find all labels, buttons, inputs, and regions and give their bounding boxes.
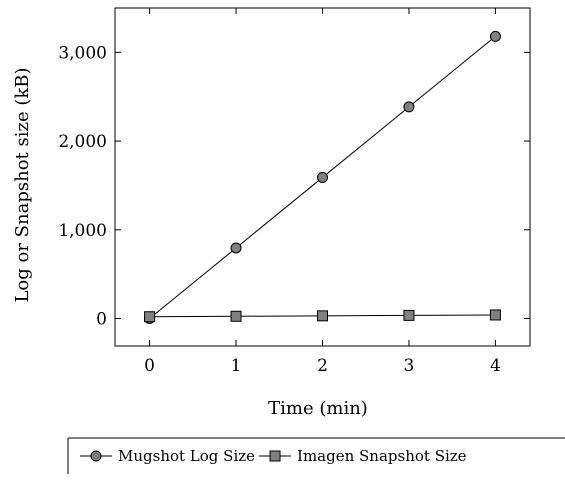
y-tick-label: 1,000 [58,221,107,241]
imagen-snapshot-point [144,311,156,323]
x-tick-label: 2 [317,356,328,376]
y-axis-title: Log or Snapshot size (kB) [12,67,33,302]
imagen-snapshot-point [230,310,242,322]
x-tick-label: 0 [144,356,155,376]
legend-imagen-snapshot-label: Imagen Snapshot Size [297,447,467,465]
mugshot-log-point [317,171,328,183]
imagen-snapshot-point [489,309,501,321]
legend-imagen-snapshot-marker [269,450,281,462]
imagen-snapshot-point [317,310,328,322]
x-tick-label: 1 [231,356,242,376]
y-tick-label: 3,000 [58,43,107,63]
plot-layer: 0 1 2 3 4 0 1,000 2,000 3,000 [58,7,531,376]
y-tick-label: 0 [96,309,107,329]
legend: Mugshot Log Size Imagen Snapshot Size [67,437,565,474]
y-tick-label: 2,000 [58,132,107,152]
x-axis-title: Time (min) [268,398,368,419]
legend-mugshot-log-label: Mugshot Log Size [118,447,255,465]
mugshot-log-point [403,101,415,113]
x-tick-label: 4 [490,356,501,376]
legend-mugshot-log-marker [90,450,102,462]
x-tick-label: 3 [404,356,415,376]
imagen-snapshot-point [403,309,415,321]
mugshot-log-point [489,30,501,42]
mugshot-log-point [230,242,242,254]
